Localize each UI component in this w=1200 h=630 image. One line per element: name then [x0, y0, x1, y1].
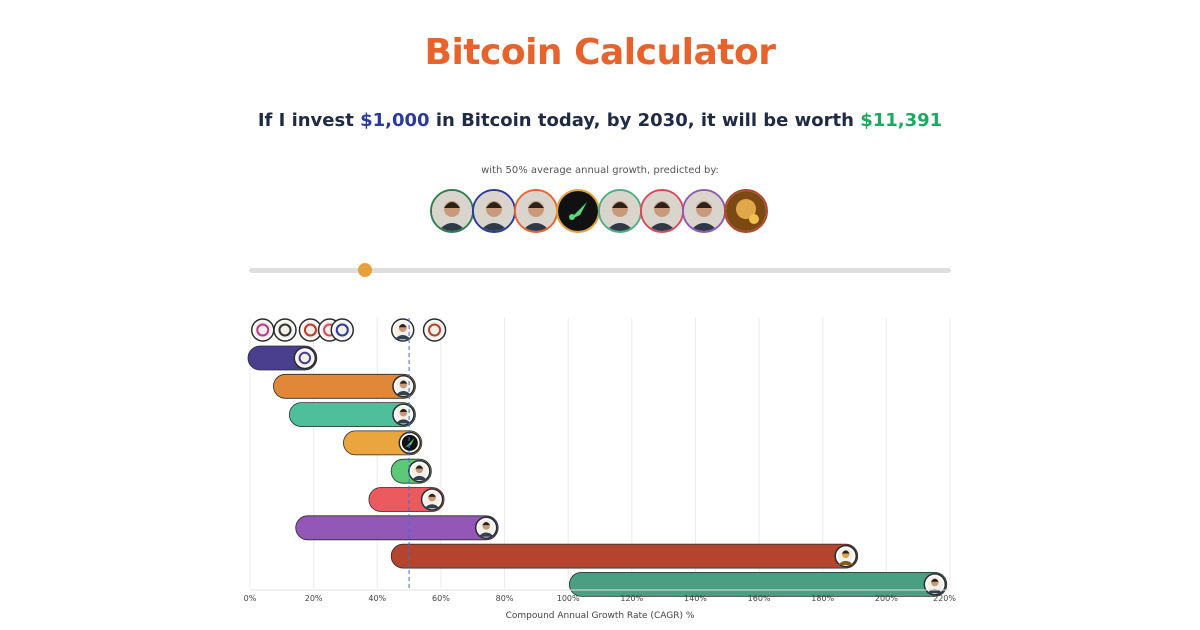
avatar-image	[432, 191, 472, 231]
point-marker-0[interactable]	[250, 318, 275, 342]
man-glasses-portrait-icon	[392, 375, 415, 398]
golden-face-icon	[834, 544, 857, 568]
avatar-image	[474, 191, 514, 231]
predictor-avatars	[430, 189, 770, 235]
woman-glasses-portrait-icon[interactable]	[682, 189, 726, 233]
x-axis-label: Compound Annual Growth Rate (CAGR) %	[505, 611, 695, 621]
x-tick-label: 220%	[933, 594, 956, 603]
investment-amount[interactable]: $1,000	[360, 110, 430, 131]
range-bar-2[interactable]	[288, 402, 416, 427]
point-marker-2[interactable]	[298, 318, 323, 342]
x-tick-label: 120%	[620, 594, 643, 603]
range-bar-fill	[390, 543, 859, 569]
range-bar-fill	[288, 402, 416, 427]
older-man-portrait-icon	[408, 459, 431, 483]
rocket-icon[interactable]	[556, 189, 600, 233]
range-bar-fill	[568, 571, 948, 597]
woman-portrait-icon[interactable]	[430, 189, 474, 233]
point-marker-4[interactable]	[330, 318, 355, 342]
avatar-image	[558, 191, 598, 231]
rocket-icon	[398, 431, 422, 455]
man-suit-portrait-icon	[420, 488, 444, 511]
range-bar-fill	[273, 373, 416, 399]
range-bar-7[interactable]	[390, 543, 859, 569]
range-bar-0[interactable]	[247, 345, 318, 371]
range-bar-8[interactable]	[568, 571, 948, 597]
headline-middle: in Bitcoin today, by 2030, it will be wo…	[429, 110, 861, 131]
man-portrait-icon	[923, 573, 947, 596]
x-tick-label: 60%	[432, 594, 450, 603]
x-tick-label: 0%	[244, 594, 257, 603]
x-tick-label: 180%	[811, 594, 834, 603]
future-worth: $11,391	[860, 110, 943, 131]
avatar-image	[684, 191, 724, 231]
point-marker-1[interactable]	[273, 318, 297, 342]
range-bar-4[interactable]	[390, 458, 432, 484]
bearded-man-portrait-icon[interactable]	[514, 189, 558, 233]
avatar-image	[726, 191, 766, 231]
man-glasses-portrait-icon[interactable]	[472, 189, 516, 233]
man-suit-portrait-icon[interactable]	[640, 189, 684, 233]
x-tick-label: 80%	[496, 594, 514, 603]
headline-prefix: If I invest	[257, 110, 361, 131]
older-man-portrait-icon[interactable]	[598, 189, 642, 233]
page-title: Bitcoin Calculator	[424, 32, 776, 73]
woman-glasses-portrait-icon	[474, 516, 498, 540]
avatar-image	[642, 191, 682, 231]
range-bar-3[interactable]	[343, 430, 423, 456]
bearded-man-portrait-icon	[392, 403, 415, 426]
point-marker-6[interactable]	[422, 318, 447, 342]
x-tick-label: 200%	[875, 594, 898, 603]
x-tick-label: 100%	[557, 594, 580, 603]
range-bar-5[interactable]	[368, 487, 445, 512]
x-tick-label: 160%	[748, 594, 771, 603]
range-bar-fill	[295, 515, 499, 541]
avatar-image	[600, 191, 640, 231]
golden-face-icon[interactable]	[724, 189, 768, 233]
bank-logo-icon	[298, 318, 323, 342]
point-marker-5[interactable]	[390, 318, 415, 342]
headline: If I invest $1,000 in Bitcoin today, by …	[0, 110, 1200, 131]
x-tick-label: 140%	[684, 594, 707, 603]
avatar-logo-icon	[422, 318, 447, 342]
x-tick-label: 40%	[368, 594, 386, 603]
range-bar-6[interactable]	[295, 515, 499, 541]
fund-logo-icon	[293, 346, 317, 370]
growth-slider-track[interactable]	[249, 268, 951, 273]
x-tick-label: 20%	[305, 594, 323, 603]
range-bar-1[interactable]	[273, 373, 416, 399]
prediction-subtitle: with 50% average annual growth, predicte…	[481, 165, 719, 176]
b-letter-logo-icon	[273, 318, 297, 342]
cagr-range-chart: 0% 20% 40% 60% 80% 100% 120% 140% 160% 180% 200% 22…	[244, 318, 956, 603]
bird-logo-icon	[250, 318, 275, 342]
man-portrait-icon	[390, 318, 415, 342]
swirl-logo-icon	[330, 318, 355, 342]
growth-slider-thumb[interactable]	[358, 263, 373, 277]
avatar-image	[516, 191, 556, 231]
